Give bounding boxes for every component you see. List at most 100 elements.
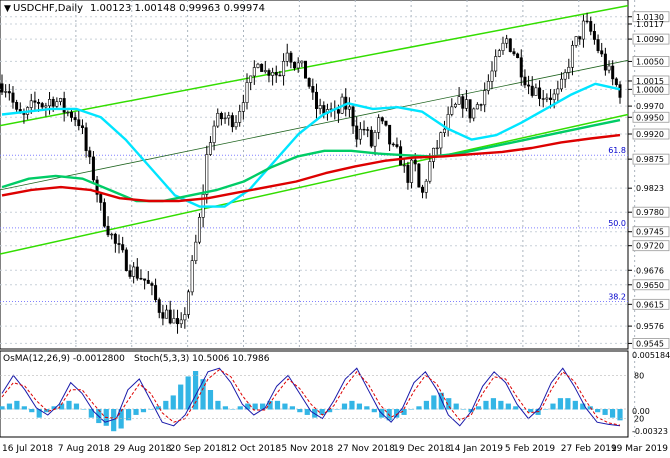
candle	[165, 305, 169, 319]
candle	[95, 176, 99, 203]
price-level-box	[632, 226, 670, 238]
candle	[0, 74, 4, 96]
osma-bar	[609, 409, 616, 418]
osma-bar	[44, 409, 50, 413]
y-tick-label: 0.9950	[636, 113, 664, 122]
candle	[219, 111, 223, 126]
osma-bar	[408, 409, 415, 410]
osma-bar	[267, 400, 273, 410]
candle	[186, 289, 190, 319]
candle	[314, 83, 318, 119]
candle	[391, 142, 395, 147]
y-tick-label: 0.9920	[636, 130, 664, 139]
osma-bar	[341, 403, 348, 410]
candle	[48, 92, 52, 115]
x-tick-label: 27 Feb 2019	[561, 444, 617, 454]
osma-bar	[557, 398, 564, 410]
candle	[150, 281, 154, 296]
candle	[154, 278, 158, 303]
y-tick-label: 1.0000	[636, 85, 664, 94]
candle	[216, 108, 220, 128]
y-tick-label: 0.9745	[636, 228, 664, 237]
osc-tick-label: 0.0051846	[632, 351, 670, 360]
fib-level-label: 61.8	[608, 146, 626, 155]
osma-bar	[66, 400, 72, 410]
stoch-title: Stoch(5,3,3) 10.5006 10.7986	[134, 354, 270, 364]
candle	[596, 34, 600, 54]
candle	[453, 102, 457, 109]
candle	[479, 103, 483, 112]
osma-bar	[572, 400, 578, 410]
channel-line	[0, 113, 629, 255]
candle	[102, 198, 106, 228]
candle	[406, 161, 410, 190]
candle	[110, 232, 114, 240]
candle	[146, 270, 150, 284]
candle	[380, 116, 384, 125]
candle	[59, 97, 63, 106]
candle	[490, 61, 494, 90]
y-tick-label: 0.9545	[636, 339, 664, 348]
candle	[282, 53, 286, 86]
y-tick-label: 0.9615	[636, 300, 664, 309]
candle	[574, 36, 578, 48]
collapse-icon[interactable]: ▼	[4, 4, 11, 14]
candle	[197, 213, 201, 245]
osma-bar	[565, 398, 571, 410]
candle	[168, 300, 172, 325]
candle	[73, 112, 77, 126]
candle	[461, 93, 465, 118]
candle	[128, 264, 132, 279]
candle	[505, 34, 509, 49]
candle	[559, 72, 563, 92]
candle	[307, 77, 311, 89]
ohlc-readout: 1.00123 1.00148 0.99963 0.99974	[90, 3, 265, 14]
candle	[55, 97, 59, 109]
candle	[121, 236, 125, 253]
osma-bar	[490, 398, 497, 410]
price-level-box	[632, 56, 670, 67]
candle	[4, 84, 8, 98]
oscillator-axis: 0.0051846 0.00 -0.00323 80 20	[632, 351, 670, 436]
candle	[611, 60, 615, 86]
candle	[472, 107, 476, 122]
x-tick-label: 5 Feb 2019	[505, 444, 556, 454]
candle	[285, 43, 289, 67]
osma-bar	[185, 376, 191, 410]
candle	[124, 247, 128, 272]
candle	[494, 49, 498, 78]
candle	[541, 89, 545, 108]
osma-bar	[58, 403, 65, 410]
x-tick-label: 19 Dec 2018	[393, 444, 451, 454]
osma-bar	[542, 409, 549, 410]
osc-tick-label: 0.00	[632, 407, 650, 416]
price-level-box	[632, 298, 670, 310]
candle	[421, 184, 425, 199]
candle	[271, 67, 275, 86]
candle	[33, 91, 37, 112]
x-tick-label: 5 Nov 2018	[281, 444, 333, 454]
osma-bar	[155, 406, 161, 410]
candle	[417, 162, 421, 188]
osma-bar	[595, 409, 601, 413]
osma-bar	[416, 406, 422, 410]
candle	[351, 104, 355, 134]
osma-bar	[245, 403, 251, 410]
candle	[428, 153, 432, 184]
candle	[183, 307, 187, 329]
candle	[519, 49, 523, 86]
candle	[84, 122, 88, 158]
candle	[66, 110, 70, 117]
candle	[256, 62, 260, 69]
x-tick-label: 27 Nov 2018	[337, 444, 395, 454]
x-tick-label: 7 Aug 2018	[58, 444, 110, 454]
price-level-box	[632, 153, 670, 165]
osma-bar	[148, 409, 154, 410]
candle	[563, 69, 567, 88]
osma-bar	[364, 406, 370, 410]
osma-bar	[423, 400, 430, 410]
candle	[402, 159, 406, 173]
x-tick-label: 20 Sep 2018	[170, 444, 227, 454]
candle	[486, 74, 490, 95]
candle	[117, 234, 121, 254]
